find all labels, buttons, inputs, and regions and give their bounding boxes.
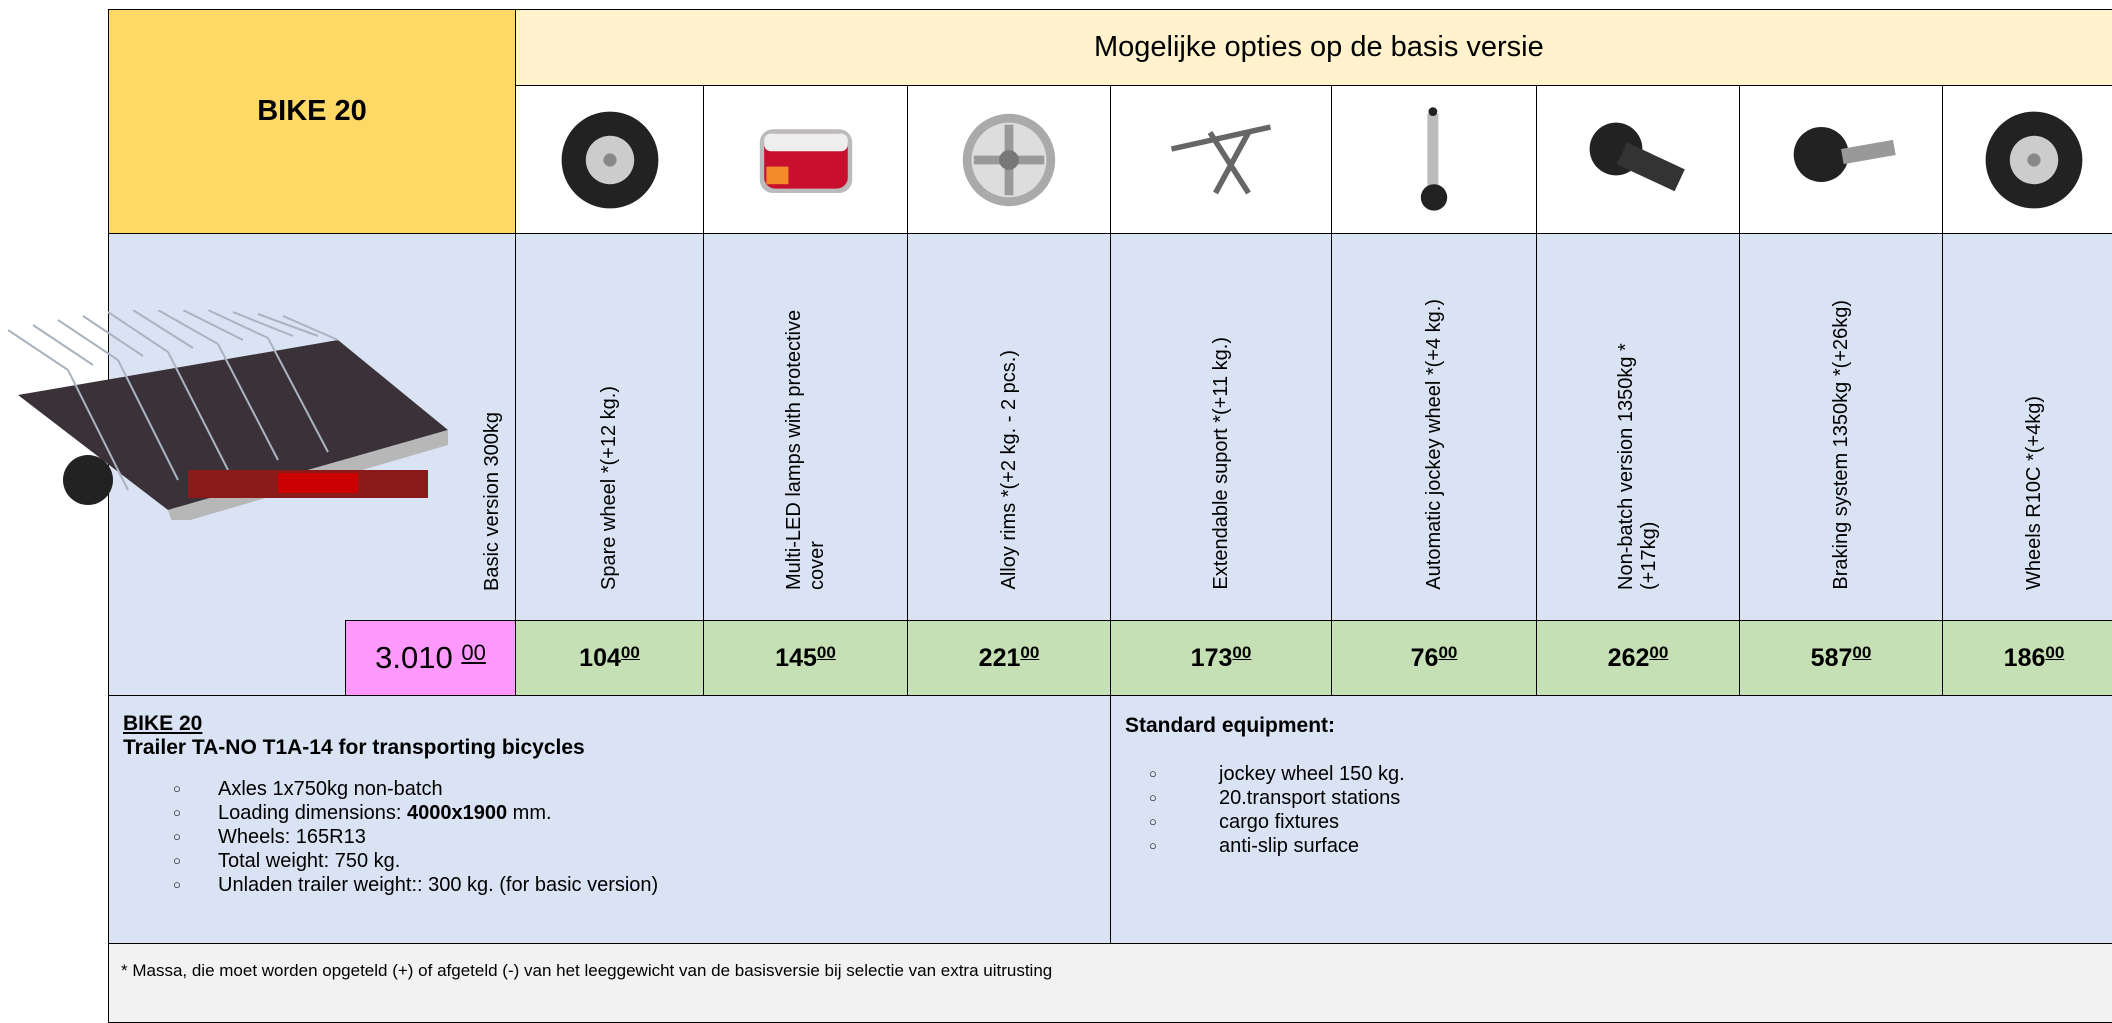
option-label: Spare wheel *(+12 kg.) (598, 385, 620, 590)
option-image-cell (1331, 85, 1537, 234)
option-price-cents: 00 (1438, 643, 1458, 662)
footnote: * Massa, die moet worden opgeteld (+) of… (108, 943, 2112, 1023)
option-price: 145 (775, 643, 817, 672)
equipment-item: 20.transport stations (1125, 786, 2110, 810)
option-label: Non-batch version 1350kg *(+17kg) (1615, 343, 1660, 590)
option-price-cell: 173 00 (1110, 620, 1332, 696)
option-label: Multi-LED lamps with protective cover (782, 309, 828, 590)
option-image-cell (907, 85, 1111, 234)
options-title-cell: Mogelijke opties op de basis versie (515, 9, 2112, 86)
option-price: 186 (2003, 643, 2046, 672)
basic-price-cell: 3.010 00 (345, 620, 516, 696)
bullet: Total weight: 750 kg. (123, 849, 1096, 873)
option-price-cell: 262 00 (1536, 620, 1740, 696)
basic-price-cents: 00 (461, 640, 486, 665)
option-price-cents: 00 (816, 643, 836, 662)
option-label-cell: Braking system 1350kg *(+26kg) (1739, 233, 1943, 621)
description: BIKE 20 Trailer TA-NO T1A-14 for transpo… (108, 695, 1111, 944)
options-title: Mogelijke opties op de basis versie (1094, 31, 1544, 63)
description-title: BIKE 20 (123, 712, 203, 735)
option-price: 587 (1810, 643, 1853, 672)
option-image-cell (1536, 85, 1740, 234)
option-price-cell: 587 00 (1739, 620, 1943, 696)
description-subtitle: Trailer TA-NO T1A-14 for transporting bi… (123, 736, 585, 759)
description-list: Axles 1x750kg non-batch Loading dimensio… (123, 777, 1096, 897)
option-image (561, 111, 658, 208)
option-price: 76 (1410, 643, 1439, 672)
option-image-cell (1942, 85, 2112, 234)
option-image (759, 128, 852, 193)
option-price-cell: 145 00 (703, 620, 908, 696)
option-label-cell: Extendable suport *(+11 kg.) (1110, 233, 1332, 621)
bullet: Unladen trailer weight:: 300 kg. (for ba… (123, 873, 1096, 897)
option-price-cents: 00 (2045, 643, 2065, 662)
option-price-cents: 00 (1649, 643, 1669, 662)
bullet-text: Loading dimensions: (218, 802, 408, 824)
option-label: Alloy rims *(+2 kg. - 2 pcs.) (997, 350, 1020, 590)
option-label: Braking system 1350kg *(+26kg) (1829, 300, 1852, 590)
equipment-item: anti-slip surface (1125, 834, 2110, 858)
option-price-cell: 76 00 (1331, 620, 1537, 696)
option-label: Wheels R10C *(+4kg) (2022, 396, 2045, 590)
equipment-list: jockey wheel 150 kg. 20.transport statio… (1125, 762, 2110, 858)
bullet: Wheels: 165R13 (123, 825, 1096, 849)
option-image (1420, 106, 1448, 211)
option-price-cell: 186 00 (1942, 620, 2112, 696)
option-price-cents: 00 (1232, 643, 1252, 662)
equipment-title: Standard equipment: (1125, 714, 1336, 737)
basic-label-cell: Basic version 300kg (470, 233, 515, 621)
option-image (1793, 126, 1896, 182)
option-price: 221 (978, 643, 1021, 672)
trailer-image (8, 310, 448, 520)
option-price: 104 (579, 643, 621, 672)
option-label-cell: Wheels R10C *(+4kg) (1942, 233, 2112, 621)
footnote-text: * Massa, die moet worden opgeteld (+) of… (121, 961, 1053, 980)
basic-price: 3.010 (375, 640, 453, 675)
equipment-item: jockey wheel 150 kg. (1125, 762, 2110, 786)
equipment-item: cargo fixtures (1125, 810, 2110, 834)
option-price-cents: 00 (1852, 643, 1872, 662)
option-label-cell: Spare wheel *(+12 kg.) (515, 233, 704, 621)
option-price-cell: 221 00 (907, 620, 1111, 696)
option-image (1589, 122, 1685, 191)
option-image (962, 113, 1056, 206)
option-image (1985, 111, 2083, 208)
option-price-cents: 00 (1020, 643, 1040, 662)
bullet-text: mm. (507, 802, 552, 824)
option-image-cell (515, 85, 704, 234)
model: BIKE 20 (257, 95, 367, 127)
option-label-cell: Automatic jockey wheel *(+4 kg.) (1331, 233, 1537, 621)
bullet: Loading dimensions: 4000x1900 mm. (123, 801, 1096, 825)
option-price-cents: 00 (620, 643, 640, 662)
bullet: Axles 1x750kg non-batch (123, 777, 1096, 801)
option-image-cell (703, 85, 908, 234)
basic-label: Basic version 300kg (481, 412, 503, 591)
option-label-cell: Multi-LED lamps with protective cover (703, 233, 908, 621)
option-label: Automatic jockey wheel *(+4 kg.) (1422, 299, 1445, 590)
option-price-cell: 104 00 (515, 620, 704, 696)
option-price: 262 (1607, 643, 1650, 672)
bullet-bold: 4000x1900 (407, 802, 508, 824)
option-price: 173 (1190, 643, 1233, 672)
option-label: Extendable suport *(+11 kg.) (1209, 337, 1232, 590)
equipment: Standard equipment: jockey wheel 150 kg.… (1110, 695, 2112, 944)
option-image-cell (1110, 85, 1332, 234)
model-cell: BIKE 20 (108, 9, 516, 234)
option-image-cell (1739, 85, 1943, 234)
option-label-cell: Non-batch version 1350kg *(+17kg) (1536, 233, 1740, 621)
option-image (1170, 123, 1272, 194)
option-label-cell: Alloy rims *(+2 kg. - 2 pcs.) (907, 233, 1111, 621)
